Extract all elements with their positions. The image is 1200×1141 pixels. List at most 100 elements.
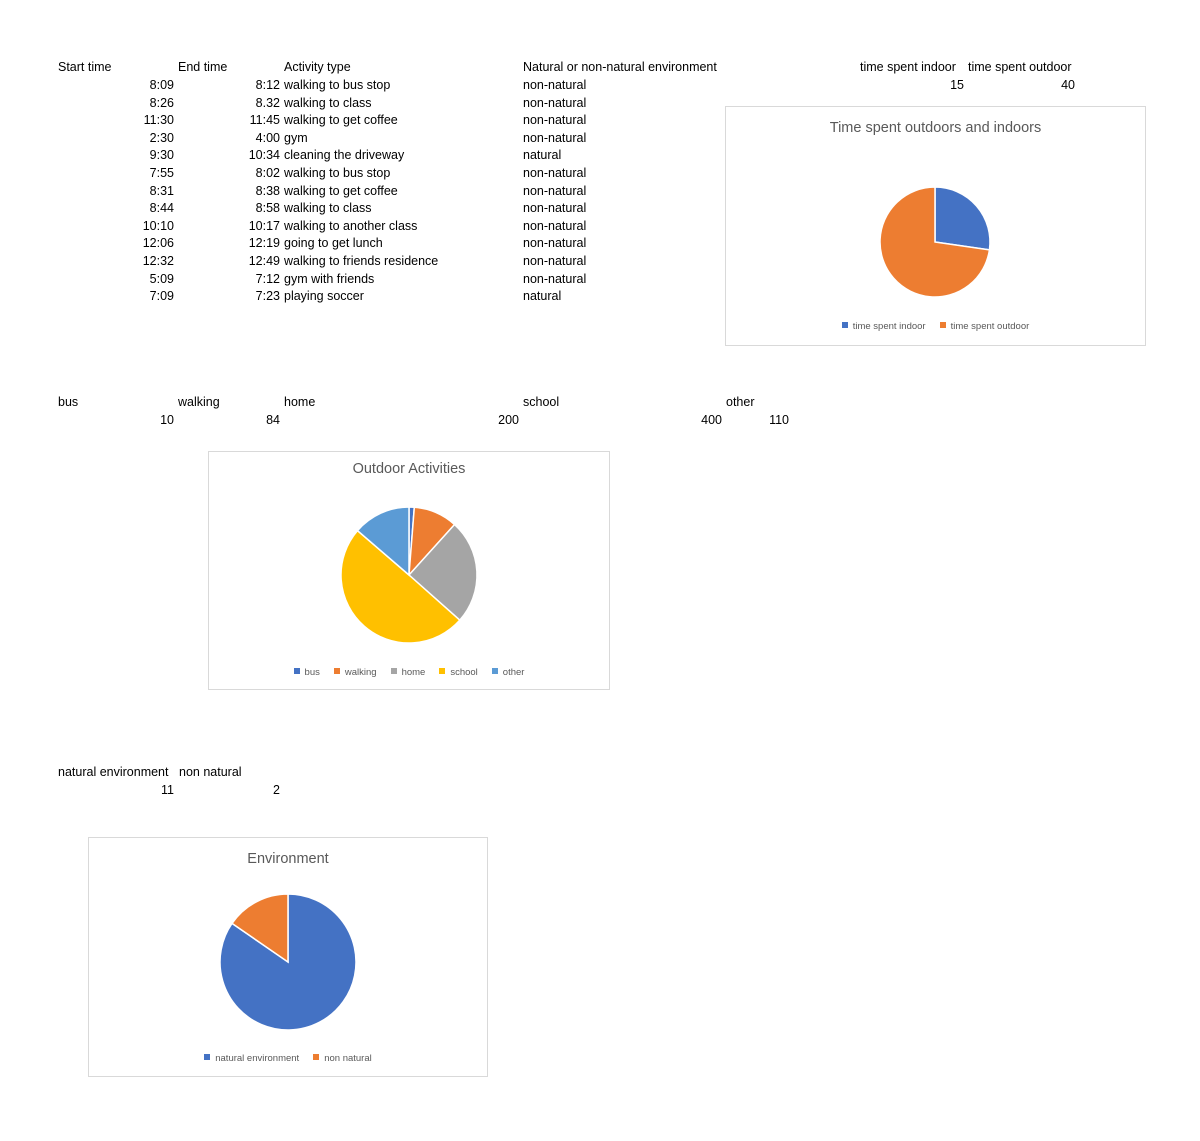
- header-bus[interactable]: bus: [58, 395, 79, 409]
- header-start-time[interactable]: Start time: [58, 60, 112, 74]
- value-cell[interactable]: 84: [266, 413, 280, 427]
- start-time-cell[interactable]: 7:55: [149, 166, 174, 180]
- environment-cell[interactable]: non-natural: [523, 95, 587, 110]
- header-non-natural[interactable]: non natural: [179, 765, 242, 779]
- pie-slice-natural-environment[interactable]: [219, 893, 357, 1031]
- activity-cell[interactable]: gym: [284, 130, 308, 145]
- legend-item[interactable]: walking: [333, 667, 377, 678]
- non-natural-value[interactable]: 2: [273, 783, 280, 797]
- end-time-cell[interactable]: 8:38: [255, 183, 280, 198]
- header-school[interactable]: school: [523, 395, 560, 409]
- environment-cell[interactable]: non-natural: [523, 218, 587, 233]
- activity-cell[interactable]: going to get lunch: [284, 236, 383, 251]
- legend-item[interactable]: time spent outdoor: [939, 321, 1030, 332]
- activity-cell[interactable]: walking to get coffee: [284, 113, 398, 128]
- legend-label: time spent outdoor: [950, 321, 1030, 332]
- header-natural-environment[interactable]: natural environment: [58, 765, 169, 779]
- start-time-cell[interactable]: 8:26: [149, 95, 174, 110]
- start-time-cell[interactable]: 12:32: [142, 254, 174, 268]
- start-time-cell[interactable]: 8:09: [149, 78, 174, 92]
- header-environment[interactable]: Natural or non-natural environment: [523, 60, 717, 74]
- activity-cell[interactable]: cleaning the driveway: [284, 148, 405, 163]
- chart-indoor-outdoor[interactable]: Time spent outdoors and indoors time spe…: [725, 106, 1146, 346]
- environment-cell[interactable]: non-natural: [523, 254, 587, 268]
- environment-cell[interactable]: non-natural: [523, 271, 587, 286]
- environment-cell[interactable]: non-natural: [523, 78, 587, 92]
- start-time-cell[interactable]: 8:44: [149, 201, 174, 216]
- environment-cell[interactable]: non-natural: [523, 201, 587, 216]
- activity-cell[interactable]: walking to class: [284, 95, 372, 110]
- start-time-cell[interactable]: 10:10: [142, 218, 174, 233]
- time-indoor-value[interactable]: 15: [950, 78, 964, 92]
- header-home[interactable]: home: [284, 395, 316, 409]
- legend-swatch: [313, 1054, 320, 1060]
- end-time-cell[interactable]: 8:02: [255, 166, 280, 180]
- header-time-outdoor[interactable]: time spent outdoor: [968, 60, 1072, 74]
- end-time-cell[interactable]: 8:12: [255, 78, 280, 92]
- activity-cell[interactable]: playing soccer: [284, 289, 364, 304]
- header-time-indoor[interactable]: time spent indoor: [860, 60, 956, 74]
- legend-swatch: [939, 322, 946, 328]
- end-time-cell[interactable]: 10:34: [248, 148, 280, 163]
- end-time-cell[interactable]: 11:45: [249, 113, 280, 128]
- start-time-cell[interactable]: 9:30: [149, 148, 174, 163]
- legend-item[interactable]: natural environment: [204, 1053, 299, 1064]
- start-time-cell[interactable]: 7:09: [149, 289, 174, 304]
- value-cell[interactable]: 110: [769, 413, 789, 427]
- legend-item[interactable]: time spent indoor: [841, 321, 926, 332]
- end-time-cell[interactable]: 8.32: [255, 95, 280, 110]
- end-time-cell[interactable]: 7:12: [255, 271, 280, 286]
- legend-item[interactable]: non natural: [313, 1053, 372, 1064]
- start-time-cell[interactable]: 5:09: [149, 271, 174, 286]
- environment-cell[interactable]: non-natural: [523, 113, 587, 128]
- pie-slice-school[interactable]: [340, 529, 461, 644]
- end-time-cell[interactable]: 4:00: [255, 130, 280, 145]
- legend-item[interactable]: other: [491, 667, 524, 678]
- activity-cell[interactable]: walking to bus stop: [284, 78, 391, 92]
- activity-cell[interactable]: walking to another class: [284, 218, 418, 233]
- pie-slice-other[interactable]: [356, 506, 410, 577]
- environment-cell[interactable]: non-natural: [523, 130, 587, 145]
- value-cell[interactable]: 10: [160, 413, 174, 427]
- legend-item[interactable]: bus: [293, 667, 320, 678]
- activity-cell[interactable]: walking to get coffee: [284, 183, 398, 198]
- environment-cell[interactable]: non-natural: [523, 183, 587, 198]
- end-time-cell[interactable]: 7:23: [255, 289, 280, 304]
- time-outdoor-value[interactable]: 40: [1061, 78, 1075, 92]
- start-time-cell[interactable]: 11:30: [143, 113, 174, 128]
- header-other[interactable]: other: [726, 395, 755, 409]
- legend-item[interactable]: school: [439, 667, 478, 678]
- activity-cell[interactable]: walking to bus stop: [284, 166, 391, 180]
- pie-slice-time-spent-indoor[interactable]: [934, 186, 991, 251]
- activity-cell[interactable]: gym with friends: [284, 271, 375, 286]
- legend-label: bus: [304, 667, 320, 678]
- end-time-cell[interactable]: 8:58: [255, 201, 280, 216]
- pie-slice-home[interactable]: [407, 523, 478, 622]
- end-time-cell[interactable]: 10:17: [248, 218, 280, 233]
- end-time-cell[interactable]: 12:19: [248, 236, 280, 251]
- activity-cell[interactable]: walking to class: [284, 201, 372, 216]
- environment-cell[interactable]: natural: [523, 148, 562, 163]
- header-activity-type[interactable]: Activity type: [284, 60, 351, 74]
- environment-cell[interactable]: non-natural: [523, 236, 587, 251]
- pie-slice-time-spent-outdoor[interactable]: [879, 186, 991, 298]
- start-time-cell[interactable]: 8:31: [149, 183, 174, 198]
- start-time-cell[interactable]: 12:06: [142, 236, 174, 251]
- pie-slice-non-natural[interactable]: [230, 893, 289, 964]
- legend-swatch: [841, 322, 848, 328]
- value-cell[interactable]: 400: [701, 413, 722, 427]
- end-time-cell[interactable]: 12:49: [248, 254, 280, 268]
- header-walking[interactable]: walking: [178, 395, 220, 409]
- start-time-cell[interactable]: 2:30: [149, 130, 174, 145]
- environment-cell[interactable]: natural: [523, 289, 562, 304]
- pie-plot: [219, 893, 357, 1031]
- natural-value[interactable]: 11: [161, 783, 174, 797]
- activity-cell[interactable]: walking to friends residence: [284, 254, 439, 268]
- legend-label: school: [450, 667, 478, 678]
- legend-item[interactable]: home: [390, 667, 425, 678]
- environment-cell[interactable]: non-natural: [523, 166, 587, 180]
- value-cell[interactable]: 200: [498, 413, 519, 427]
- chart-outdoor-activities[interactable]: Outdoor Activities bus walking home school o…: [208, 451, 610, 690]
- chart-environment[interactable]: Environment natural environment non natur…: [88, 837, 488, 1077]
- header-end-time[interactable]: End time: [178, 60, 228, 74]
